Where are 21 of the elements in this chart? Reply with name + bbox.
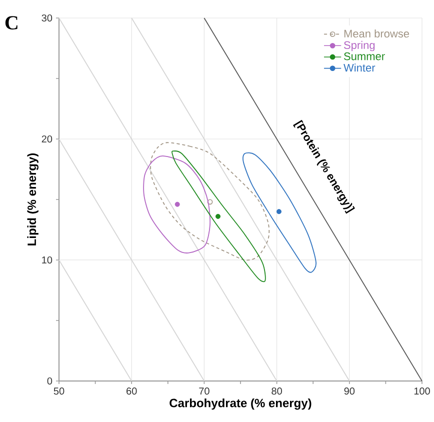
y-tick-label: 20	[42, 135, 52, 143]
point	[276, 209, 282, 214]
x-tick-label: 90	[344, 388, 355, 395]
y-tick-label: 30	[42, 14, 52, 22]
y-axis-title: Lipid (% energy)	[27, 153, 38, 246]
legend-label: Spring	[344, 40, 375, 52]
x-axis-title: Carbohydrate (% energy)	[170, 398, 312, 410]
point	[215, 214, 220, 219]
x-tick-label: 100	[414, 388, 430, 395]
x-tick-label: 80	[272, 388, 282, 395]
legend-label: Winter	[344, 64, 376, 72]
text: C	[5, 16, 18, 30]
point	[174, 202, 180, 207]
legend-label: Mean browse	[344, 29, 410, 38]
x-tick-label: 60	[126, 388, 137, 395]
x-tick-label: 50	[54, 388, 64, 395]
y-tick-label: 0	[47, 377, 52, 385]
x-tick-label: 70	[199, 388, 210, 395]
legend-label: Summer	[344, 52, 385, 60]
y-tick-label: 10	[42, 256, 52, 264]
point	[207, 199, 213, 205]
